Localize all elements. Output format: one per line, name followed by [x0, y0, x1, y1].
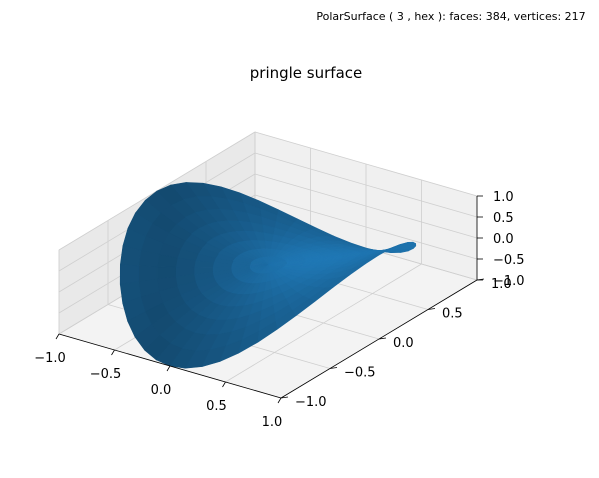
y-tick-label: −0.5: [344, 366, 376, 381]
surface-face: [138, 265, 158, 283]
gridline-z-back: [254, 152, 478, 218]
y-tick: [427, 308, 436, 310]
gridline-z-back: [254, 194, 478, 260]
y-tick-label: 1.0: [491, 277, 512, 292]
y-tick: [378, 337, 387, 340]
z-tick-label: −0.5: [493, 253, 525, 268]
x-tick: [55, 333, 60, 340]
gridline-z-back: [254, 173, 478, 239]
y-tick-label: 0.5: [442, 307, 463, 322]
y-tick-label: 0.0: [393, 336, 414, 351]
x-tick-label: 1.0: [262, 415, 283, 430]
tick-labels: −1.0−0.50.00.51.0−1.0−0.50.00.51.0−1.0−0…: [34, 190, 524, 430]
x-tick: [277, 397, 282, 404]
y-tick: [280, 396, 289, 399]
z-tick-label: 1.0: [493, 190, 514, 205]
z-tick-label: −1.0: [493, 274, 525, 289]
x-tick-label: −0.5: [90, 367, 122, 382]
x-tick-label: −1.0: [34, 351, 66, 366]
x-tick-label: 0.5: [206, 399, 227, 414]
z-tick-label: 0.0: [493, 232, 514, 247]
chart-title: pringle surface: [250, 64, 363, 82]
surface-face: [263, 232, 274, 242]
y-tick-label: −1.0: [295, 395, 327, 410]
surface-plot: [119, 182, 417, 369]
x-tick-label: 0.0: [151, 383, 172, 398]
gridline-z-back: [254, 131, 478, 197]
x-tick: [222, 381, 226, 388]
surface-face: [292, 298, 316, 316]
surface-face: [119, 264, 139, 285]
figure-caption: PolarSurface ( 3 , hex ): faces: 384, ve…: [316, 10, 585, 23]
y-tick: [329, 367, 338, 369]
x-tick: [111, 349, 115, 356]
tick-marks: [55, 195, 485, 404]
z-tick-label: 0.5: [493, 211, 514, 226]
x-tick: [166, 365, 171, 372]
